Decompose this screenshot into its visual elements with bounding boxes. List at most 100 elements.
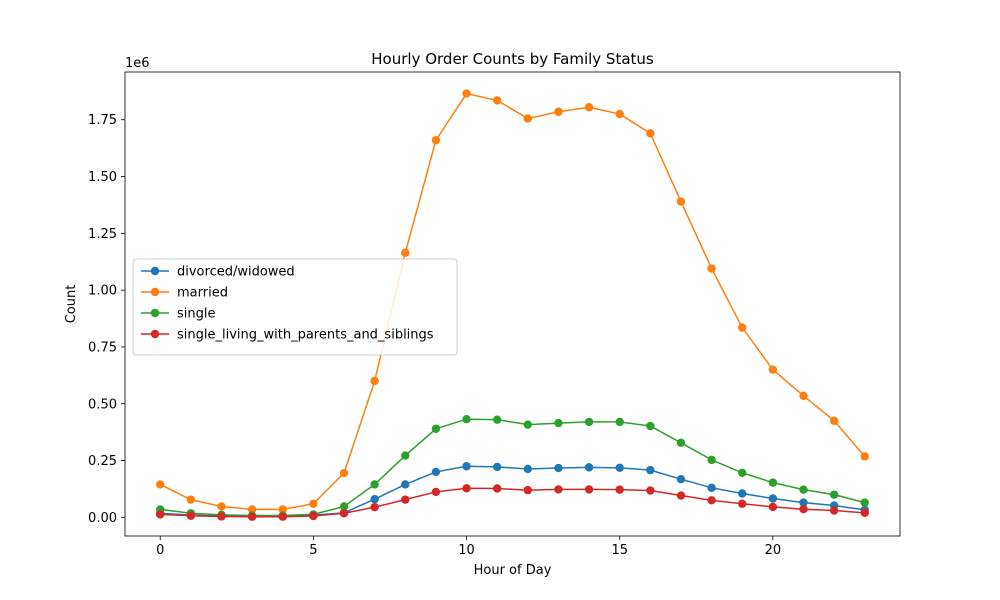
chart-title: Hourly Order Counts by Family Status	[371, 50, 654, 68]
data-point	[554, 485, 563, 494]
data-point	[707, 455, 716, 465]
data-point	[156, 480, 165, 489]
data-point	[676, 474, 686, 484]
legend-entry: married	[141, 286, 228, 301]
data-point	[676, 491, 686, 500]
legend-marker	[150, 287, 160, 297]
data-point	[738, 489, 747, 498]
data-point	[554, 418, 563, 428]
data-point	[584, 485, 594, 494]
series-line	[159, 92, 866, 511]
legend-marker	[150, 308, 160, 318]
data-point	[370, 502, 379, 512]
x-axis-label: Hour of Day	[474, 563, 552, 578]
legend-label: married	[177, 286, 228, 301]
data-point	[676, 438, 686, 448]
data-point	[646, 421, 655, 431]
x-tick-label: 0	[156, 543, 164, 558]
y-axis-offset-label: 1e6	[125, 56, 150, 71]
data-point	[462, 89, 471, 98]
data-point	[462, 484, 471, 493]
data-point	[860, 452, 869, 461]
data-point	[431, 487, 441, 497]
data-point	[370, 376, 379, 386]
data-point	[523, 114, 533, 123]
legend-entry: single_living_with_parents_and_siblings	[141, 328, 434, 343]
data-point	[462, 415, 471, 424]
y-tick-label: 1.75	[88, 113, 117, 128]
legend-box	[132, 258, 458, 356]
data-point	[247, 512, 257, 521]
data-point	[370, 480, 379, 489]
legend-marker	[150, 329, 160, 339]
data-point	[768, 502, 778, 512]
data-point	[829, 490, 839, 499]
legend-label: single_living_with_parents_and_siblings	[177, 328, 434, 343]
data-point	[186, 511, 196, 520]
data-point	[278, 505, 287, 514]
data-point	[156, 510, 165, 519]
data-point	[554, 463, 563, 473]
data-point	[860, 508, 869, 518]
legend-marker	[150, 266, 160, 276]
data-point	[523, 420, 533, 429]
series-0	[156, 462, 869, 521]
data-point	[584, 463, 594, 472]
data-point	[186, 495, 196, 504]
data-point	[646, 465, 655, 475]
series-line	[160, 487, 865, 518]
y-tick-label: 0.25	[88, 454, 117, 469]
data-point	[247, 505, 257, 514]
y-tick-label: 0.00	[88, 511, 117, 526]
data-point	[278, 512, 287, 521]
x-tick-label: 10	[458, 543, 475, 558]
data-point	[339, 509, 349, 518]
data-point	[309, 499, 318, 508]
plot-area	[156, 89, 869, 521]
data-point	[615, 417, 624, 427]
y-tick-label: 1.00	[88, 284, 117, 299]
x-tick-label: 5	[309, 543, 317, 558]
data-point	[738, 499, 747, 508]
series-3	[156, 484, 869, 521]
data-point	[615, 463, 624, 473]
data-point	[370, 494, 379, 504]
data-point	[707, 483, 716, 493]
data-point	[339, 502, 349, 511]
data-point	[646, 129, 655, 138]
data-point	[492, 462, 502, 472]
data-point	[738, 468, 747, 478]
series-1	[156, 89, 869, 514]
data-point	[401, 495, 410, 504]
data-point	[646, 486, 655, 495]
data-point	[523, 464, 533, 474]
legend-entry: single	[141, 307, 216, 322]
data-point	[523, 485, 533, 495]
data-point	[401, 248, 410, 257]
data-point	[707, 264, 716, 273]
data-point	[217, 502, 226, 511]
data-point	[462, 462, 471, 471]
data-point	[799, 485, 808, 494]
data-point	[768, 494, 778, 503]
data-point	[584, 103, 594, 112]
data-point	[492, 484, 502, 493]
data-point	[401, 451, 410, 460]
data-point	[799, 391, 808, 400]
data-point	[554, 107, 563, 116]
x-tick-label: 20	[765, 543, 782, 558]
data-point	[615, 109, 624, 119]
plot-frame	[124, 71, 901, 537]
legend-entry: divorced/widowed	[141, 265, 295, 280]
data-point	[401, 480, 410, 489]
data-point	[860, 498, 869, 507]
data-point	[768, 478, 778, 487]
data-point	[492, 415, 502, 424]
data-point	[829, 506, 839, 515]
legend-label: divorced/widowed	[177, 265, 295, 280]
data-point	[431, 467, 441, 477]
data-point	[707, 496, 716, 505]
data-point	[431, 424, 441, 433]
legend: divorced/widowed married single single_livi…	[132, 258, 458, 356]
